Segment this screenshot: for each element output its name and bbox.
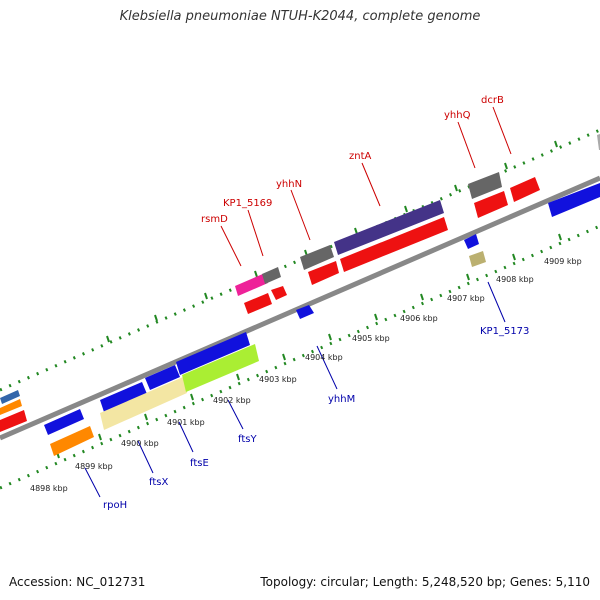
gene-gray-right[interactable]: [597, 134, 600, 150]
gene-rpoH[interactable]: [50, 426, 94, 456]
gene-KP1_5173-blue[interactable]: [464, 234, 479, 249]
gene-label-yhhN: yhhN: [276, 179, 302, 190]
outer-tick-track: [0, 128, 600, 392]
accession-text: Accession: NC_012731: [9, 575, 146, 589]
gene-label-ftsE: ftsE: [190, 458, 209, 469]
scale-label-4905: 4905 kbp: [352, 334, 390, 343]
top-leader-lines: [220, 106, 512, 267]
top-gene-labels[interactable]: rsmD KP1_5169 yhhN zntA yhhQ dcrB: [201, 95, 504, 225]
scale-labels: 4898 kbp 4899 kbp 4900 kbp 4901 kbp 4902…: [30, 257, 582, 493]
gene-label-yhhM: yhhM: [328, 394, 355, 405]
scale-label-4899: 4899 kbp: [75, 462, 113, 471]
gene-zntA[interactable]: [334, 200, 444, 255]
genome-backbone: [0, 175, 600, 441]
scale-label-4906: 4906 kbp: [400, 314, 438, 323]
gene-block-left-red[interactable]: [0, 410, 27, 432]
scale-label-4898: 4898 kbp: [30, 484, 68, 493]
map-title: Klebsiella pneumoniae NTUH-K2044, comple…: [119, 9, 481, 24]
gene-yhhN[interactable]: [300, 245, 334, 270]
scale-label-4901: 4901 kbp: [167, 418, 205, 427]
gene-dcrB[interactable]: [510, 177, 540, 202]
gene-red-small[interactable]: [271, 286, 287, 300]
gene-label-KP1_5169: KP1_5169: [223, 198, 272, 209]
gene-yhhQ-red[interactable]: [474, 191, 508, 218]
gene-label-dcrB: dcrB: [481, 95, 504, 106]
gene-zntA-red[interactable]: [340, 217, 448, 272]
outer-major-ticks: [106, 140, 558, 343]
bottom-gene-labels[interactable]: rpoH ftsX ftsE ftsY yhhM KP1_5173: [103, 326, 529, 511]
genome-summary-text: Topology: circular; Length: 5,248,520 bp…: [260, 575, 590, 589]
gene-label-ftsY: ftsY: [238, 434, 257, 445]
gene-block-left-blue[interactable]: [0, 390, 20, 404]
gene-yhhQ[interactable]: [468, 172, 502, 199]
gene-blue-right[interactable]: [548, 183, 600, 217]
inner-tick-track: [0, 224, 600, 490]
gene-rsmD[interactable]: [244, 293, 272, 314]
gene-label-KP1_5173: KP1_5173: [480, 326, 529, 337]
scale-label-4902: 4902 kbp: [213, 396, 251, 405]
gene-label-rpoH: rpoH: [103, 500, 127, 511]
gene-label-rsmD: rsmD: [201, 214, 228, 225]
gene-ftsY[interactable]: [176, 332, 250, 375]
gene-ftsX[interactable]: [100, 382, 147, 412]
bottom-leader-lines: [84, 281, 506, 498]
gene-yhhM-small[interactable]: [296, 305, 314, 319]
gene-label-yhhQ: yhhQ: [444, 110, 471, 121]
scale-label-4909: 4909 kbp: [544, 257, 582, 266]
scale-label-4907: 4907 kbp: [447, 294, 485, 303]
gene-label-zntA: zntA: [349, 151, 372, 162]
gene-KP1_5173[interactable]: [469, 251, 486, 267]
gene-pink[interactable]: [235, 273, 268, 296]
gene-ftsE[interactable]: [145, 365, 180, 390]
gene-lime[interactable]: [182, 344, 259, 392]
scale-label-4908: 4908 kbp: [496, 275, 534, 284]
gene-cream[interactable]: [100, 377, 187, 430]
gene-blue-a[interactable]: [44, 409, 84, 435]
gene-block-left-orange[interactable]: [0, 399, 22, 415]
gene-yhhN-red[interactable]: [308, 261, 339, 285]
scale-label-4903: 4903 kbp: [259, 375, 297, 384]
scale-label-4904: 4904 kbp: [305, 353, 343, 362]
scale-label-4900: 4900 kbp: [121, 439, 159, 448]
gene-features[interactable]: [0, 134, 600, 456]
gene-KP1_5169[interactable]: [262, 267, 281, 284]
gene-label-ftsX: ftsX: [149, 477, 168, 488]
